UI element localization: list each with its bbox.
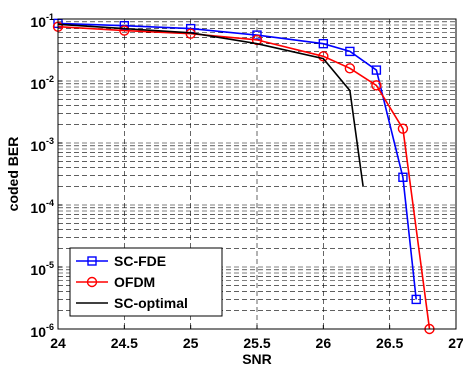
point-ofdm	[397, 123, 409, 134]
series-layer	[52, 18, 435, 335]
series-line-sc-fde	[57, 22, 417, 300]
point-sc-fde	[119, 20, 130, 31]
y-axis-label: coded BER	[5, 137, 21, 212]
y-tick-label: 10-6	[30, 322, 54, 340]
x-tick-label: 26	[316, 335, 332, 351]
point-sc-fde	[371, 65, 382, 75]
point-sc-fde	[345, 46, 355, 57]
x-tick-label: 25.5	[243, 335, 270, 351]
x-tick-label: 26.5	[376, 335, 403, 351]
point-ofdm	[119, 25, 130, 36]
point-ofdm	[318, 51, 329, 62]
y-tick-label: 10-5	[30, 260, 54, 278]
x-tick-label: 25	[183, 335, 199, 351]
point-ofdm	[371, 80, 382, 91]
x-ticks: 24 24.5 25 25.5 26 26.5 27	[50, 325, 463, 351]
x-tick-label: 24	[50, 335, 66, 351]
y-tick-label: 10-3	[30, 136, 54, 154]
series-line-sc-optimal	[57, 23, 364, 187]
x-tick-label: 24.5	[111, 335, 138, 351]
x-tick-label: 27	[448, 335, 463, 351]
legend-label-sc-fde: SC-FDE	[114, 253, 166, 269]
legend-label-sc-optimal: SC-optimal	[114, 295, 188, 311]
point-sc-fde	[411, 294, 421, 305]
point-sc-fde	[318, 38, 329, 49]
legend-marker-sc-fde	[87, 256, 97, 266]
y-ticks: 10-1 10-2 10-3 10-4 10-5 10-6	[30, 12, 62, 340]
series-line-ofdm	[57, 25, 431, 330]
point-sc-fde	[398, 172, 408, 182]
y-tick-label: 10-1	[30, 12, 54, 30]
y-tick-label: 10-4	[30, 198, 54, 216]
y-tick-label: 10-2	[30, 74, 54, 92]
legend-label-ofdm: OFDM	[114, 274, 155, 290]
point-ofdm	[344, 63, 356, 74]
x-axis-label: SNR	[242, 351, 272, 367]
legend-marker-ofdm	[86, 276, 98, 288]
legend: SC-FDE OFDM SC-optimal	[69, 247, 223, 317]
